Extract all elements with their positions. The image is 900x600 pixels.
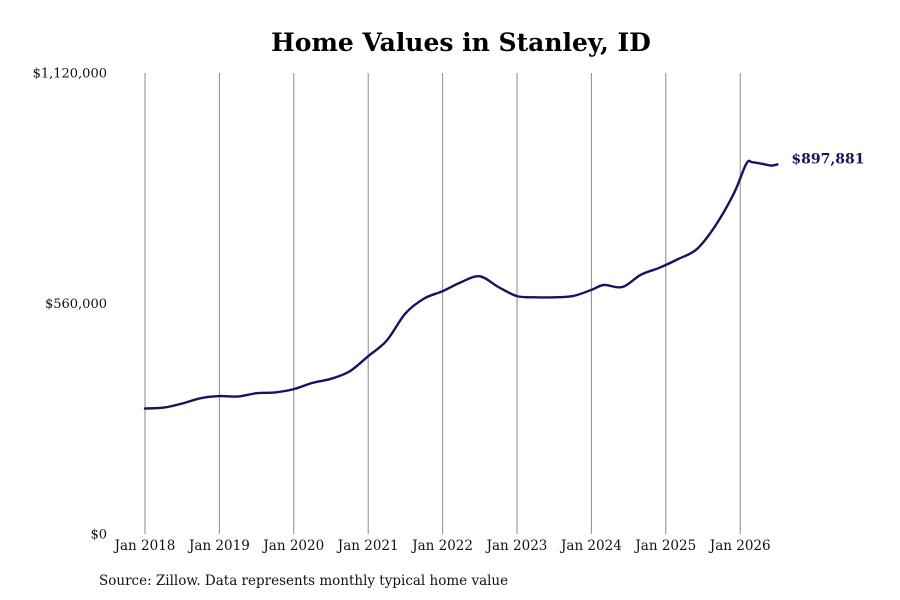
- x-tick-label: Jan 2022: [410, 538, 473, 554]
- x-tick-label: Jan 2018: [113, 538, 176, 554]
- x-axis-tick-labels: Jan 2018 Jan 2019 Jan 2020 Jan 2021 Jan 2022…: [113, 538, 771, 554]
- x-tick-label: Jan 2025: [633, 538, 696, 554]
- x-tick-label: Jan 2021: [336, 538, 399, 554]
- y-axis-tick-labels: $0 $560,000 $1,120,000: [33, 67, 107, 543]
- end-value-label: $897,881: [791, 151, 864, 167]
- y-tick-label: $560,000: [45, 297, 107, 312]
- chart-title: Home Values in Stanley, ID: [271, 28, 651, 57]
- x-tick-label: Jan 2024: [559, 538, 622, 554]
- series-line: [143, 159, 779, 410]
- gridlines: [144, 73, 741, 534]
- x-tick-label: Jan 2026: [708, 538, 771, 554]
- x-tick-label: Jan 2019: [187, 538, 250, 554]
- source-note: Source: Zillow. Data represents monthly …: [99, 573, 509, 589]
- y-tick-label: $0: [90, 528, 107, 543]
- y-tick-label: $1,120,000: [33, 67, 107, 82]
- x-tick-label: Jan 2023: [485, 538, 548, 554]
- x-tick-label: Jan 2020: [261, 538, 324, 554]
